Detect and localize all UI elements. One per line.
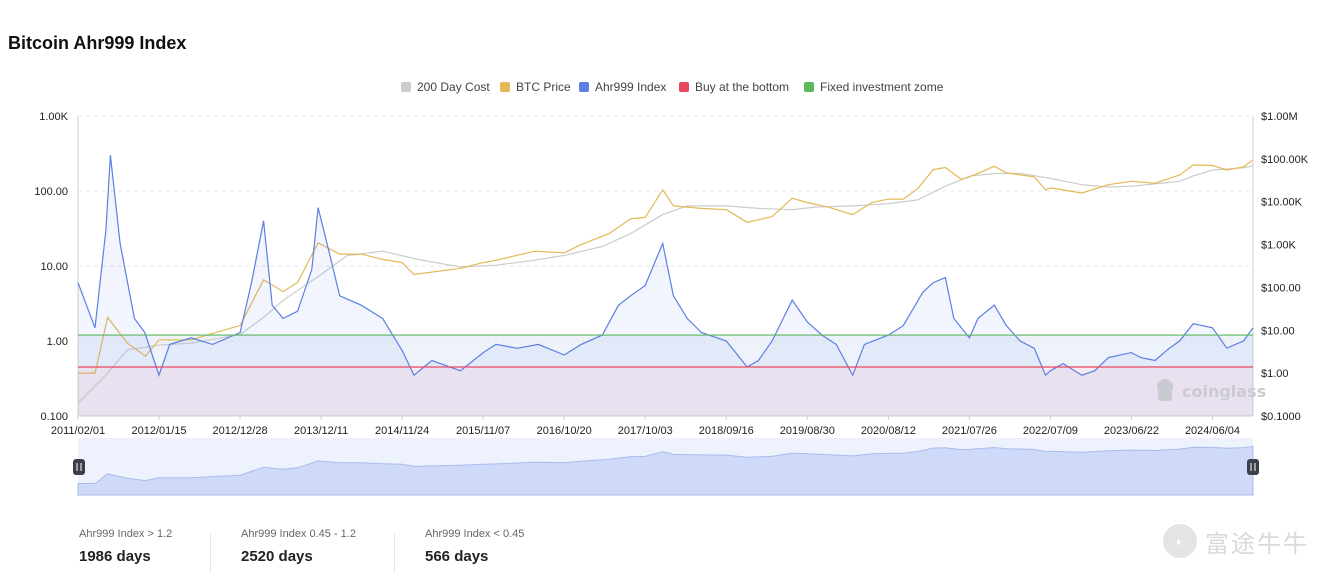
legend-item-buy-at-the-bottom[interactable]: Buy at the bottom [679,80,789,94]
x-axis-tick-label: 2012/01/15 [132,425,187,437]
legend-swatch [579,82,589,92]
futu-logo-icon: ◐ [1163,524,1197,558]
zoom-slider [73,438,1259,496]
legend-item-ahr999-index[interactable]: Ahr999 Index [579,80,666,94]
coinglass-logo-icon [1157,379,1173,401]
dca-zone-band [78,335,1253,368]
x-axis-tick-label: 2015/11/07 [456,425,510,437]
x-axis-tick-label: 2023/06/22 [1104,425,1159,437]
x-axis-tick-label: 2020/08/12 [861,425,916,437]
grid-lines [77,115,1254,417]
legend-item-btc-price[interactable]: BTC Price [500,80,571,94]
slider-preview-area [77,445,1254,496]
right-axis-tick-label: $1.00M [1261,111,1298,123]
stat-above-1-2: Ahr999 Index > 1.2 1986 days [79,528,172,565]
stat-between: Ahr999 Index 0.45 - 1.2 2520 days [241,528,356,565]
right-axis-tick-label: $100.00 [1261,282,1301,294]
x-axis-tick-label: 2017/10/03 [618,425,673,437]
page-title: Bitcoin Ahr999 Index [8,33,187,53]
x-axis-tick-label: 2014/11/24 [375,425,429,437]
stat-below-0-45: Ahr999 Index < 0.45 566 days [425,528,524,565]
x-axis-tick-label: 2016/10/20 [537,425,592,437]
right-axis-tick-label: $100.00K [1261,154,1309,166]
zone-bands [78,335,1253,416]
stat-divider [210,534,211,572]
legend-label: Ahr999 Index [595,80,667,94]
legend-item-200-day-cost[interactable]: 200 Day Cost [401,80,490,94]
legend-swatch [500,82,510,92]
x-axis-tick-label: 2012/12/28 [213,425,268,437]
series-btc-price [78,159,1254,374]
legend-label: Buy at the bottom [695,80,790,94]
left-axis-tick-label: 1.00 [47,336,68,348]
x-axis-tick-label: 2011/02/01 [51,425,105,437]
legend-item-fixed-investment-zone[interactable]: Fixed investment zome [804,80,943,94]
right-axis-tick-label: $10.00 [1261,325,1295,337]
stat-value: 2520 days [241,548,313,565]
legend-label: 200 Day Cost [417,80,490,94]
x-axis-tick-label: 2018/09/16 [699,425,754,437]
slider-handle-left[interactable] [73,459,85,475]
x-axis-tick-label: 2013/12/11 [294,425,348,437]
stat-label: Ahr999 Index > 1.2 [79,528,173,540]
left-axis: 1.00K 100.00 10.00 1.00 0.100 [34,111,68,423]
stat-label: Ahr999 Index < 0.45 [425,528,525,540]
left-axis-tick-label: 1.00K [39,111,68,123]
footer-brand: ◐ 富途牛牛 [1163,523,1333,559]
watermark-text: coinglass [1182,382,1266,401]
bottom-zone-band [78,367,1253,416]
legend-swatch [804,82,814,92]
left-axis-tick-label: 0.100 [40,411,68,423]
x-axis-tick-label: 2024/06/04 [1185,425,1240,437]
slider-handle-right[interactable] [1247,459,1259,475]
footer-brand-text: 富途牛牛 [1205,529,1309,558]
x-axis-tick-label: 2022/07/09 [1023,425,1078,437]
stat-value: 566 days [425,548,489,565]
series-lines [77,155,1254,416]
right-axis-tick-label: $1.00K [1261,240,1297,252]
series-ahr999-index [77,155,1254,378]
stat-label: Ahr999 Index 0.45 - 1.2 [241,528,356,540]
right-axis-tick-label: $1.00 [1261,368,1289,380]
stats-row: Ahr999 Index > 1.2 1986 days Ahr999 Inde… [0,528,700,577]
right-axis: $1.00M $100.00K $10.00K $1.00K $100.00 $10.00… [1261,111,1309,423]
legend-swatch [401,82,411,92]
left-axis-tick-label: 100.00 [34,186,68,198]
x-axis: 2011/02/01 2012/01/15 2012/12/28 2013/12/11… [51,416,1240,437]
left-axis-tick-label: 10.00 [40,261,68,273]
legend-swatch [679,82,689,92]
stat-divider [394,534,395,572]
stat-value: 1986 days [79,548,151,565]
legend-label: Fixed investment zome [820,80,944,94]
series-ahr999-area [78,155,1253,416]
right-axis-tick-label: $0.1000 [1261,411,1301,423]
right-axis-tick-label: $10.00K [1261,197,1303,209]
grip-icon [73,459,85,475]
x-axis-tick-label: 2021/07/26 [942,425,997,437]
legend-label: BTC Price [516,80,571,94]
x-axis-tick-label: 2019/08/30 [780,425,835,437]
grip-icon [1247,459,1259,475]
watermark: coinglass [1157,379,1266,401]
series-200-day-cost [77,165,1254,404]
chart-legend: 200 Day Cost BTC Price Ahr999 Index Buy … [0,80,1343,98]
